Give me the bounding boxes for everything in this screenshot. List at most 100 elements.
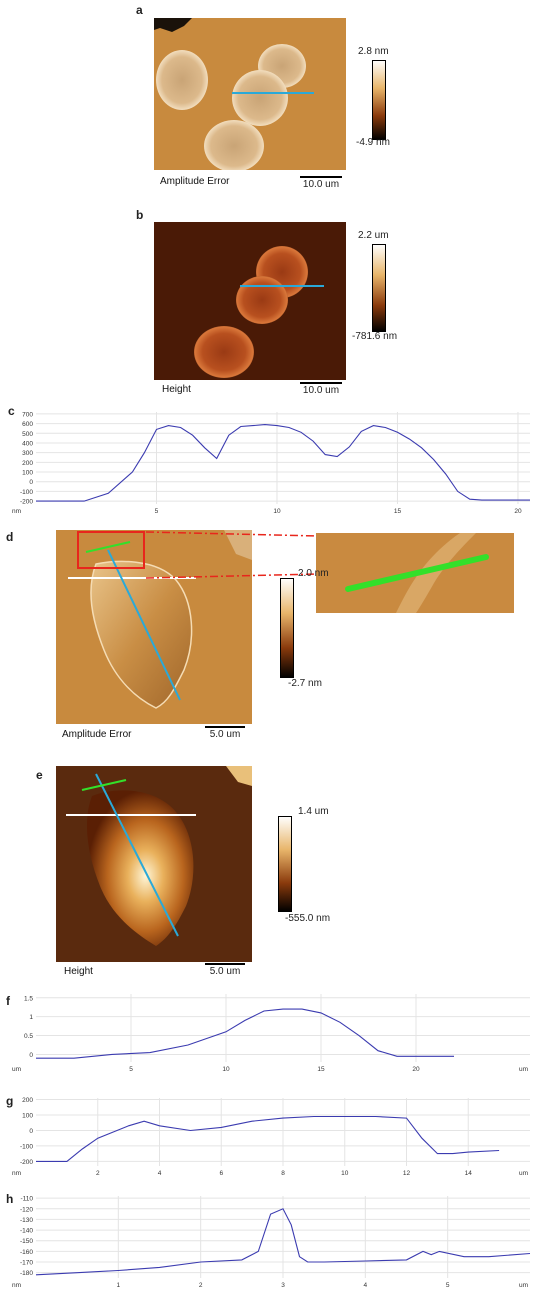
colorbar-max: 2.0 nm — [298, 568, 329, 579]
x-axis-unit: um — [519, 1170, 528, 1177]
cell-outline — [232, 70, 288, 126]
x-tick-label: 10 — [273, 508, 281, 515]
colorbar-max: 1.4 um — [298, 806, 329, 817]
y-tick-label: 300 — [22, 450, 33, 457]
panel-d-colorbar — [280, 578, 294, 678]
cell-fragment — [226, 766, 252, 786]
panel-e-colorbar — [278, 816, 292, 912]
panel-f-label: f — [6, 994, 10, 1008]
panel-a-colorbar — [372, 60, 386, 140]
profile-chart-c: 700 600 500 400 300 200 100 0 -100 -200 5 10 15 20 nm — [12, 411, 530, 515]
colorbar-min: -555.0 nm — [285, 913, 331, 924]
panel-h-label: h — [6, 1192, 14, 1206]
cell-edge — [396, 533, 476, 613]
panel-e-caption: Height — [64, 966, 93, 977]
x-tick-label: 20 — [412, 1066, 420, 1073]
panel-a-caption: Amplitude Error — [160, 176, 230, 187]
panel-d-label: d — [6, 530, 14, 544]
colorbar-min: -2.7 nm — [288, 678, 322, 689]
panel-e-label: e — [36, 768, 43, 782]
profile-chart-h: -110 -120 -130 -140 -150 -160 -170 -180 1 2 3 4 5 nm u… — [12, 1196, 531, 1289]
panel-b-colorbar — [372, 244, 386, 332]
profile-series-line — [36, 1115, 500, 1162]
y-tick-label: -110 — [20, 1196, 33, 1203]
y-axis-unit: nm — [12, 1170, 21, 1177]
profile-line-green — [81, 779, 127, 791]
x-tick-label: 6 — [219, 1170, 223, 1177]
panel-d-caption: Amplitude Error — [62, 729, 132, 740]
scale-bar: 10.0 um — [300, 176, 342, 190]
x-tick-label: 5 — [155, 508, 159, 515]
x-tick-label: 5 — [129, 1066, 133, 1073]
profile-series-line — [36, 1008, 454, 1059]
profile-line-blue — [107, 549, 181, 701]
profile-line-blue — [95, 773, 179, 937]
panel-a-label: a — [136, 3, 143, 17]
y-tick-label: -200 — [20, 499, 33, 506]
cell-outline — [156, 50, 208, 110]
y-tick-label: 400 — [22, 440, 33, 447]
panel-b-image — [154, 222, 346, 380]
profile-series-line — [35, 1208, 531, 1276]
y-axis-unit: um — [12, 1066, 21, 1073]
profile-chart-f: 1.5 1 0.5 0 5 10 15 20 um um — [12, 994, 530, 1073]
y-axis-unit: nm — [12, 508, 21, 515]
y-tick-label: 700 — [22, 411, 33, 418]
y-tick-label: -140 — [20, 1228, 33, 1235]
y-tick-label: 1 — [29, 1014, 33, 1021]
y-tick-label: 1.5 — [24, 995, 33, 1002]
panel-d-inset-image — [316, 533, 514, 613]
x-tick-label: 2 — [96, 1170, 100, 1177]
panel-e-image — [56, 766, 252, 962]
x-tick-label: 2 — [199, 1282, 203, 1289]
y-tick-label: 0 — [29, 1052, 33, 1059]
y-tick-label: 100 — [22, 470, 33, 477]
panel-a-image — [154, 18, 346, 170]
cell-fragment — [224, 530, 252, 560]
y-tick-label: -200 — [20, 1159, 33, 1166]
profile-line-green — [85, 541, 131, 553]
colorbar-max: 2.8 nm — [358, 46, 389, 57]
profile-line-green — [345, 554, 489, 592]
y-tick-label: 200 — [22, 460, 33, 467]
y-tick-label: 200 — [22, 1097, 33, 1104]
x-tick-label: 5 — [446, 1282, 450, 1289]
x-axis-unit: um — [519, 1282, 528, 1289]
y-axis-unit: nm — [12, 1282, 21, 1289]
y-tick-label: 0 — [29, 1128, 33, 1135]
y-tick-label: -160 — [20, 1249, 33, 1256]
panel-b-caption: Height — [162, 384, 191, 395]
y-tick-label: 100 — [22, 1113, 33, 1120]
x-tick-label: 15 — [394, 508, 402, 515]
y-tick-label: 0 — [29, 479, 33, 486]
panel-c-label: c — [8, 404, 15, 418]
x-tick-label: 15 — [317, 1066, 325, 1073]
dark-corner — [154, 18, 192, 32]
x-tick-label: 10 — [222, 1066, 230, 1073]
y-tick-label: -150 — [20, 1238, 33, 1245]
cell-outline — [194, 326, 254, 378]
x-tick-label: 4 — [364, 1282, 368, 1289]
x-tick-label: 1 — [117, 1282, 121, 1289]
x-tick-label: 8 — [281, 1170, 285, 1177]
scale-bar: 5.0 um — [205, 726, 245, 740]
y-tick-label: 600 — [22, 421, 33, 428]
profile-series-line — [36, 424, 530, 502]
cell-outline — [204, 120, 264, 170]
y-tick-label: -130 — [20, 1217, 33, 1224]
cell-outline — [86, 790, 194, 946]
y-tick-label: -170 — [20, 1260, 33, 1267]
x-tick-label: 4 — [158, 1170, 162, 1177]
y-tick-label: 500 — [22, 431, 33, 438]
x-tick-label: 20 — [514, 508, 522, 515]
cell-outline — [236, 276, 288, 324]
colorbar-max: 2.2 um — [358, 230, 389, 241]
y-tick-label: -120 — [20, 1206, 33, 1213]
panel-d-image — [56, 530, 252, 724]
panel-b-label: b — [136, 208, 144, 222]
y-tick-label: -100 — [20, 489, 33, 496]
y-tick-label: 0.5 — [24, 1033, 33, 1040]
y-tick-label: -100 — [20, 1143, 33, 1150]
colorbar-min: -4.9 nm — [356, 137, 390, 148]
y-tick-label: -180 — [20, 1270, 33, 1277]
